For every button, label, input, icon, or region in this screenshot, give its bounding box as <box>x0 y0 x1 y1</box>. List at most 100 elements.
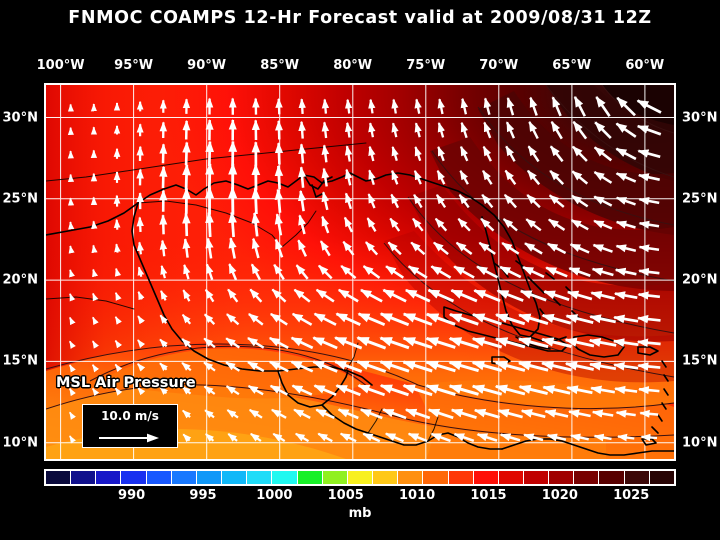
wind-arrow <box>402 312 433 326</box>
wind-arrow <box>69 411 76 420</box>
wind-arrow <box>69 316 76 326</box>
wind-arrow <box>136 241 144 255</box>
wind-arrow <box>546 433 567 442</box>
wind-arrow <box>69 364 76 373</box>
wind-arrow <box>544 409 569 418</box>
longitude-tick-label: 95°W <box>114 58 154 73</box>
wind-arrow <box>505 121 516 139</box>
wind-arrow <box>437 145 445 162</box>
wind-arrow <box>251 211 260 237</box>
wind-arrow <box>159 362 168 372</box>
wind-arrow <box>205 162 215 192</box>
wind-arrow <box>226 313 240 326</box>
wind-arrow <box>321 167 330 187</box>
wind-arrow <box>593 195 613 207</box>
wind-arrow <box>637 362 661 371</box>
wind-arrow <box>294 432 310 443</box>
latitude-tick-label-left: 15°N <box>2 353 38 369</box>
wind-arrow <box>181 385 192 395</box>
wind-arrow <box>290 360 314 373</box>
wind-arrow <box>359 288 383 303</box>
colorbar-tick-label: 1025 <box>613 488 650 503</box>
wind-arrow <box>503 193 518 209</box>
wind-arrow <box>247 337 265 349</box>
map-panel[interactable] <box>44 83 676 461</box>
wind-arrow <box>590 291 615 300</box>
wind-arrow <box>312 360 338 373</box>
wind-arrow <box>205 211 214 238</box>
wind-arrow <box>337 408 359 420</box>
wind-arrow <box>295 264 309 280</box>
wind-scale-key: 10.0 m/s <box>82 404 178 448</box>
wind-arrow <box>92 292 99 302</box>
map-canvas <box>46 85 674 459</box>
wind-arrow <box>268 360 289 373</box>
longitude-tick-label: 100°W <box>36 58 85 73</box>
wind-arrow <box>639 409 659 418</box>
wind-arrow <box>551 96 562 117</box>
wind-arrow <box>344 145 353 162</box>
colorbar[interactable] <box>44 469 676 486</box>
wind-arrow <box>69 293 76 302</box>
wind-arrow <box>181 361 192 372</box>
wind-arrow <box>616 96 636 117</box>
wind-arrow <box>203 313 216 325</box>
wind-arrow <box>275 97 283 115</box>
wind-arrow <box>160 264 168 279</box>
wind-arrow <box>414 146 422 162</box>
wind-arrow <box>593 171 613 184</box>
wind-arrow <box>114 387 123 396</box>
wind-arrow <box>640 433 658 442</box>
wind-arrow <box>205 237 214 259</box>
latitude-tick-label-left: 25°N <box>2 191 38 207</box>
wind-arrow <box>317 432 333 443</box>
page-title: FNMOC COAMPS 12-Hr Forecast valid at 200… <box>68 8 652 28</box>
wind-arrow <box>315 288 335 303</box>
wind-arrow <box>453 432 475 443</box>
colorbar-unit-label: mb <box>348 506 372 521</box>
wind-arrow <box>250 432 262 442</box>
wind-arrow <box>91 340 99 349</box>
wind-arrow <box>228 237 237 259</box>
wind-arrow <box>159 386 169 395</box>
wind-arrow <box>275 119 283 140</box>
wind-arrow <box>636 99 662 114</box>
wind-arrow <box>205 433 215 442</box>
wind-arrow <box>549 170 565 185</box>
wind-arrow <box>435 193 447 209</box>
wind-arrow <box>571 194 589 208</box>
wind-arrow <box>391 145 399 162</box>
wind-arrow <box>293 288 311 303</box>
wind-arrow <box>290 336 314 350</box>
colorbar-swatch <box>599 471 625 484</box>
wind-scale-value: 10.0 m/s <box>101 409 159 423</box>
wind-arrow <box>339 432 357 443</box>
wind-arrow <box>366 217 377 233</box>
wind-arrow <box>390 193 400 209</box>
wind-arrow <box>268 336 289 349</box>
wind-arrow <box>91 220 98 230</box>
wind-arrow <box>274 188 284 213</box>
wind-arrow <box>225 337 240 349</box>
wind-arrow <box>114 339 123 349</box>
wind-arrow <box>113 218 121 230</box>
wind-arrow <box>379 312 410 327</box>
wind-arrow <box>298 166 307 188</box>
wind-arrow <box>298 98 306 114</box>
wind-arrow <box>637 291 661 300</box>
wind-arrow <box>430 265 452 279</box>
wind-arrow <box>293 408 311 419</box>
wind-arrow <box>638 386 660 395</box>
wind-arrow <box>335 312 361 326</box>
wind-arrow <box>271 288 287 303</box>
wind-vector-layer <box>67 95 662 444</box>
wind-arrow <box>251 187 261 215</box>
colorbar-swatch <box>523 471 550 484</box>
wind-arrow <box>114 267 122 277</box>
wind-arrow <box>368 169 376 186</box>
wind-arrow <box>473 408 500 419</box>
wind-arrow <box>248 313 264 326</box>
wind-arrow <box>457 217 471 232</box>
wind-arrow <box>481 169 493 185</box>
wind-arrow <box>571 170 589 185</box>
